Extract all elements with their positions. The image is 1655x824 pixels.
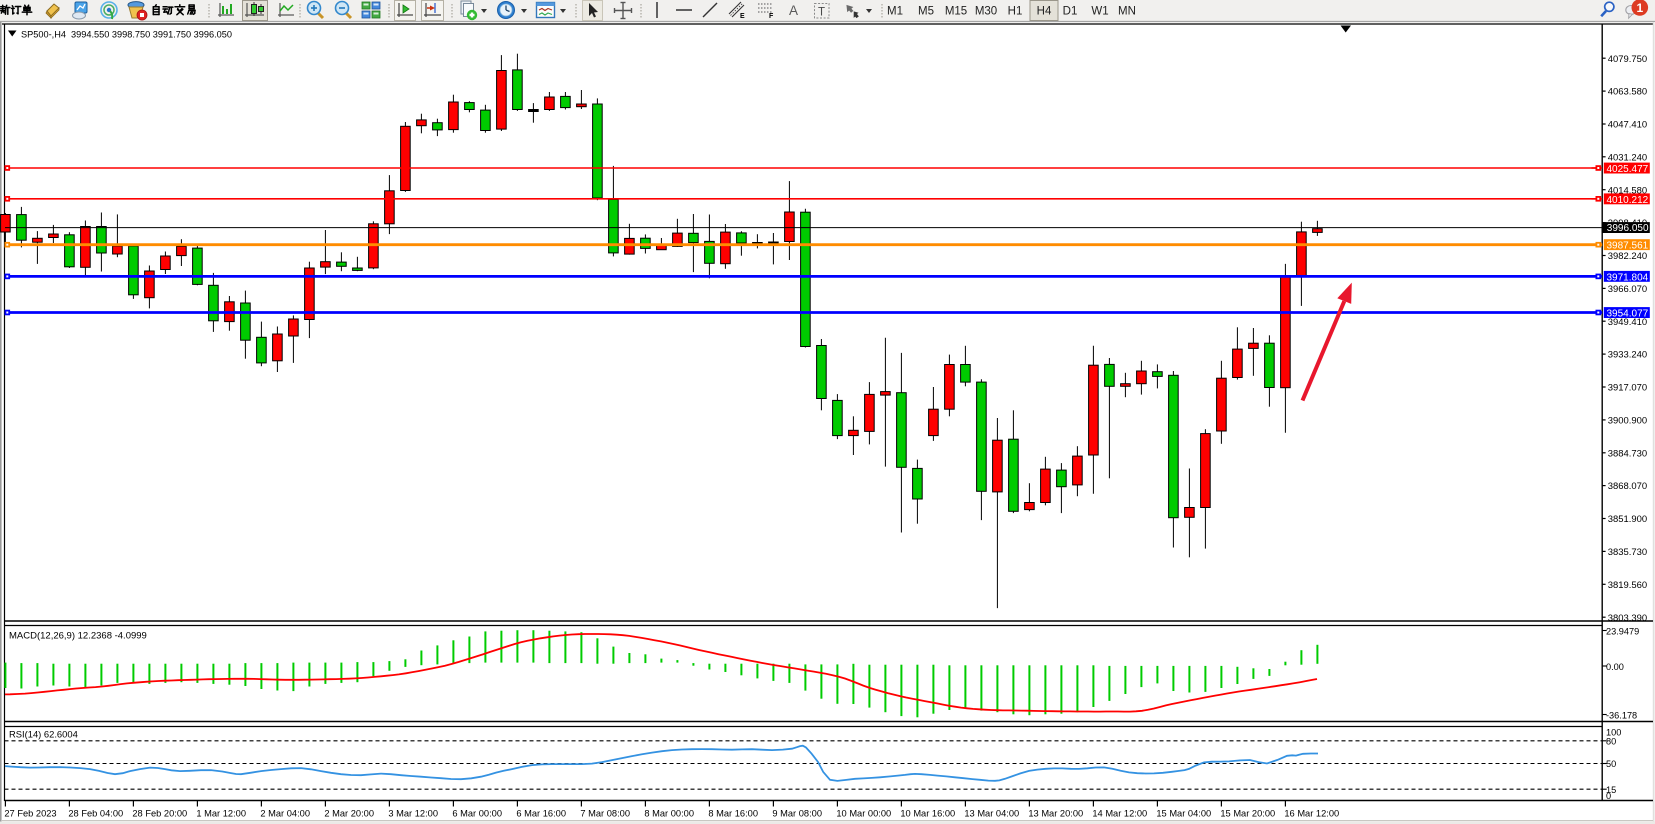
svg-text:3835.730: 3835.730 [1608, 547, 1647, 558]
svg-text:M30: M30 [975, 6, 997, 18]
svg-text:3971.804: 3971.804 [1607, 272, 1649, 283]
svg-text:16 Mar 12:00: 16 Mar 12:00 [1284, 809, 1339, 819]
svg-text:6 Mar 00:00: 6 Mar 00:00 [452, 809, 502, 819]
svg-text:4014.580: 4014.580 [1608, 185, 1647, 196]
svg-text:F: F [769, 13, 774, 20]
svg-text:4010.212: 4010.212 [1607, 195, 1649, 206]
svg-text:-36.178: -36.178 [1606, 710, 1637, 720]
svg-text:3933.240: 3933.240 [1608, 350, 1647, 361]
svg-text:3 Mar 12:00: 3 Mar 12:00 [388, 809, 438, 819]
svg-text:8 Mar 00:00: 8 Mar 00:00 [644, 809, 694, 819]
svg-text:3982.240: 3982.240 [1608, 251, 1647, 262]
svg-text:4031.240: 4031.240 [1608, 152, 1647, 163]
svg-text:3966.070: 3966.070 [1608, 284, 1647, 295]
svg-text:RSI(14) 62.6004: RSI(14) 62.6004 [9, 728, 78, 739]
svg-text:13 Mar 04:00: 13 Mar 04:00 [964, 809, 1019, 819]
svg-text:D1: D1 [1063, 6, 1078, 18]
svg-text:2 Mar 04:00: 2 Mar 04:00 [260, 809, 310, 819]
svg-text:9 Mar 08:00: 9 Mar 08:00 [772, 809, 822, 819]
svg-text:M15: M15 [945, 6, 967, 18]
svg-text:4047.410: 4047.410 [1608, 120, 1647, 131]
svg-text:SP500-,H4 3994.550 3998.750 3: SP500-,H4 3994.550 3998.750 3991.750 399… [21, 30, 232, 40]
svg-text:23.9479: 23.9479 [1606, 626, 1639, 636]
svg-text:8 Mar 16:00: 8 Mar 16:00 [708, 809, 758, 819]
svg-text:100: 100 [1606, 728, 1621, 738]
svg-text:4079.750: 4079.750 [1608, 54, 1647, 65]
svg-text:A: A [789, 3, 798, 18]
svg-text:H1: H1 [1008, 6, 1023, 18]
svg-text:1 Mar 12:00: 1 Mar 12:00 [196, 809, 246, 819]
svg-text:1: 1 [1636, 1, 1643, 15]
svg-text:3954.077: 3954.077 [1607, 309, 1649, 320]
svg-text:M1: M1 [887, 6, 903, 18]
svg-text:3803.390: 3803.390 [1608, 613, 1647, 624]
svg-text:W1: W1 [1091, 6, 1108, 18]
svg-text:10 Mar 00:00: 10 Mar 00:00 [836, 809, 891, 819]
svg-text:0: 0 [1606, 791, 1611, 801]
svg-text:14 Mar 12:00: 14 Mar 12:00 [1092, 809, 1147, 819]
svg-text:3819.560: 3819.560 [1608, 580, 1647, 591]
svg-text:T: T [818, 7, 825, 19]
svg-text:2 Mar 20:00: 2 Mar 20:00 [324, 809, 374, 819]
svg-text:3917.070: 3917.070 [1608, 383, 1647, 394]
svg-text:3884.730: 3884.730 [1608, 448, 1647, 459]
svg-text:E: E [740, 13, 745, 20]
svg-text:10 Mar 16:00: 10 Mar 16:00 [900, 809, 955, 819]
svg-text:3900.900: 3900.900 [1608, 416, 1647, 427]
svg-text:28 Feb 20:00: 28 Feb 20:00 [132, 809, 187, 819]
svg-text:3949.410: 3949.410 [1608, 317, 1647, 328]
svg-text:28 Feb 04:00: 28 Feb 04:00 [68, 809, 123, 819]
svg-text:3987.561: 3987.561 [1607, 241, 1649, 252]
svg-text:3996.050: 3996.050 [1607, 223, 1649, 234]
svg-text:3851.900: 3851.900 [1608, 514, 1647, 525]
svg-text:3868.070: 3868.070 [1608, 481, 1647, 492]
svg-text:13 Mar 20:00: 13 Mar 20:00 [1028, 809, 1083, 819]
svg-text:4063.580: 4063.580 [1608, 87, 1647, 98]
svg-text:15: 15 [1606, 785, 1616, 795]
svg-text:MN: MN [1118, 6, 1136, 18]
svg-text:6 Mar 16:00: 6 Mar 16:00 [516, 809, 566, 819]
svg-text:H4: H4 [1037, 6, 1052, 18]
svg-text:MACD(12,26,9) 12.2368 -4.0999: MACD(12,26,9) 12.2368 -4.0999 [9, 630, 147, 641]
svg-text:7 Mar 08:00: 7 Mar 08:00 [580, 809, 630, 819]
svg-text:0.00: 0.00 [1606, 662, 1624, 672]
svg-text:27 Feb 2023: 27 Feb 2023 [4, 809, 56, 819]
svg-text:80: 80 [1606, 737, 1616, 747]
svg-text:15 Mar 20:00: 15 Mar 20:00 [1220, 809, 1275, 819]
svg-text:50: 50 [1606, 759, 1616, 769]
svg-text:4025.477: 4025.477 [1607, 164, 1649, 175]
svg-text:M5: M5 [918, 6, 934, 18]
svg-text:15 Mar 04:00: 15 Mar 04:00 [1156, 809, 1211, 819]
